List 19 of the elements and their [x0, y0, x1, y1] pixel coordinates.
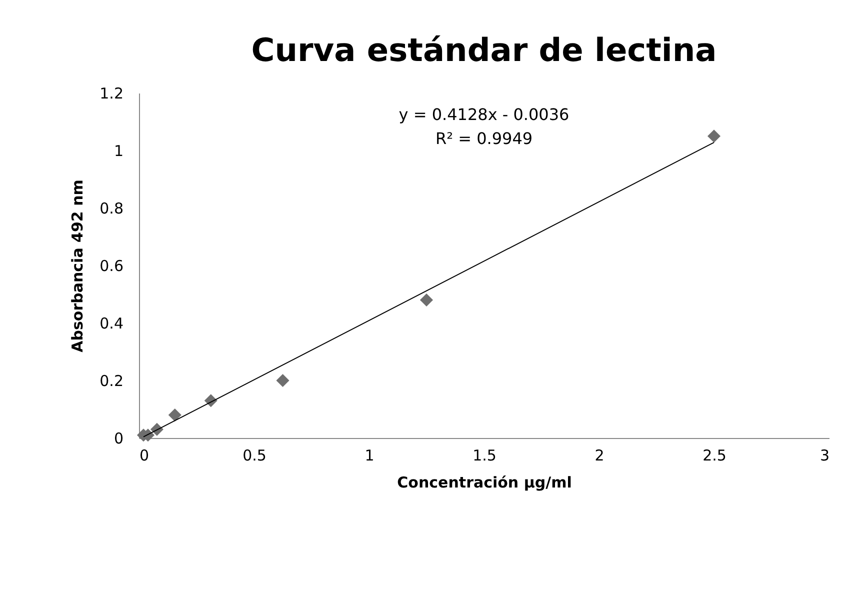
y-axis-title: Absorbancia 492 nm	[68, 180, 87, 352]
x-tick-label: 0	[140, 446, 150, 464]
y-tick-label: 0.6	[100, 257, 124, 275]
y-tick-label: 0.2	[100, 372, 124, 390]
x-axis-title: Concentración µg/ml	[397, 474, 572, 492]
y-tick-label: 0.8	[100, 200, 124, 218]
y-tick-label: 1	[114, 142, 124, 160]
y-tick-label: 0	[114, 430, 124, 448]
x-tick-label: 1.5	[472, 446, 496, 464]
y-tick-label: 0.4	[100, 314, 124, 332]
chart-title: Curva estándar de lectina	[251, 31, 717, 69]
annotation: y = 0.4128x - 0.0036	[398, 105, 570, 124]
x-tick-label: 2.5	[702, 446, 726, 464]
x-tick-label: 0.5	[242, 446, 266, 464]
x-tick-label: 2	[594, 446, 604, 464]
x-tick-label: 3	[820, 446, 830, 464]
annotation: R² = 0.9949	[435, 129, 533, 148]
y-tick-label: 1.2	[100, 84, 124, 102]
x-tick-label: 1	[364, 446, 374, 464]
